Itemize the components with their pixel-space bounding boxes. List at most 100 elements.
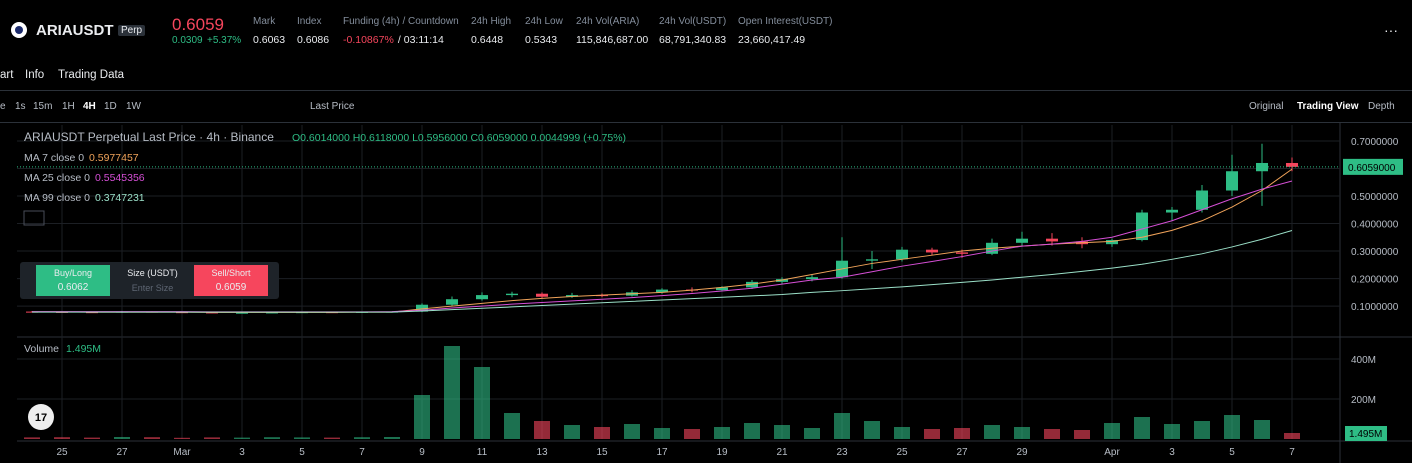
volume-bar [624,424,640,439]
candle-body [506,293,518,296]
interval[interactable]: 1s [15,101,26,112]
ma-name: MA 25 close 0 [24,172,90,184]
collapse-button [23,210,45,226]
candle-body [1196,190,1208,210]
candle-body [926,249,938,253]
interval[interactable]: 1D [104,101,117,112]
stat-value: 68,791,340.83 [659,34,727,46]
volume-value: 1.495M [66,343,101,355]
volume-bar [1014,427,1030,439]
ma-value: 0.5545356 [95,172,145,184]
interval[interactable]: 1W [126,101,141,112]
candle-body [806,277,818,280]
view[interactable]: Trading View [1297,101,1359,112]
price: 0.6059 [172,15,224,34]
candle-body [776,279,788,282]
price-type[interactable]: Last Price [310,101,355,112]
size-label: Size (USDT) [127,268,178,278]
stat-extra: / 03:11:14 [395,34,444,46]
volume-bar [354,437,370,439]
view[interactable]: Original [1249,101,1284,112]
volume-bar [294,437,310,439]
volume-bar [54,437,70,439]
interval[interactable]: e [0,101,6,112]
buy-button[interactable]: Buy/Long 0.6062 [36,265,110,296]
candle-body [236,312,248,314]
stat-value: 0.6063 [253,34,286,46]
ohlc: O0.6014000 H0.6118000 L0.5956000 C0.6059… [292,132,626,144]
volume-box [1345,426,1387,441]
tv-logo: 17 [28,404,54,430]
x-tick-label: 17 [656,447,668,458]
volume-bar [384,437,400,439]
tab[interactable]: Info [25,69,45,81]
candle-body [656,289,668,293]
x-tick-label: 7 [1289,447,1295,458]
volume-bar [594,427,610,439]
volume-bar [444,346,460,439]
volume-bar [324,437,340,439]
stat-value: 0.5343 [525,34,558,46]
candle-body [746,281,758,288]
stat-label: Open Interest(USDT) [738,16,833,27]
x-tick-label: 3 [239,447,245,458]
y-tick-label: 0.4000000 [1351,220,1399,231]
v-tick-label: 400M [1351,355,1376,366]
candle-body [716,287,728,291]
stat-label: 24h Low [525,16,563,27]
volume-title: Volume [24,343,59,355]
stat-label: 24h Vol(USDT) [659,16,727,27]
last-price-box [1343,158,1403,175]
logo [11,22,27,38]
volume-bar [894,427,910,439]
volume-bar [1104,423,1120,439]
volume-bar [84,437,100,439]
x-tick-label: 7 [359,447,365,458]
x-tick-label: 27 [116,447,128,458]
volume-bar [204,437,220,439]
sell-price: 0.6059 [215,282,247,293]
interval[interactable]: 4H [83,101,96,112]
interval[interactable]: 1H [62,101,75,112]
view[interactable]: Depth [1368,101,1395,112]
volume-bar [834,413,850,439]
tab[interactable]: art [0,69,14,81]
interval[interactable]: 15m [33,101,53,112]
x-tick-label: 25 [896,447,908,458]
volume-bar [714,427,730,439]
candle-body [1046,238,1058,242]
volume-bar [1194,421,1210,439]
candle-body [1166,209,1178,213]
candle-body [1136,212,1148,241]
volume-bar [1164,424,1180,439]
volume-bar [1254,420,1270,439]
sell-button[interactable]: Sell/Short 0.6059 [194,265,268,296]
candle-body [956,252,968,254]
symbol[interactable]: ARIAUSDT [36,22,114,39]
candle-body [536,293,548,297]
candle-body [566,295,578,297]
size-input[interactable]: Enter Size [131,283,174,293]
more[interactable]: ··· [1384,22,1398,38]
x-tick-label: 13 [536,447,548,458]
volume-bar [1074,430,1090,439]
candle-body [206,312,218,314]
candle-body [446,299,458,305]
volume-bar [984,425,1000,439]
x-tick-label: 5 [299,447,305,458]
chart-title: ARIAUSDT Perpetual Last Price · 4h · Bin… [24,130,274,144]
x-tick-label: 27 [956,447,968,458]
volume-bar [234,437,250,439]
ma-value: 0.3747231 [95,192,145,204]
last-price-label: 0.6059000 [1348,163,1396,174]
volume-bar [174,437,190,439]
stat-label: 24h High [471,16,512,27]
volume-bar [774,425,790,439]
y-tick-label: 0.2000000 [1351,275,1399,286]
tab[interactable]: Trading Data [58,69,125,81]
ma-line [32,230,1293,313]
stat-value: 0.6086 [297,34,330,46]
svg-text:17: 17 [35,412,47,424]
stat-label: Index [297,16,322,27]
